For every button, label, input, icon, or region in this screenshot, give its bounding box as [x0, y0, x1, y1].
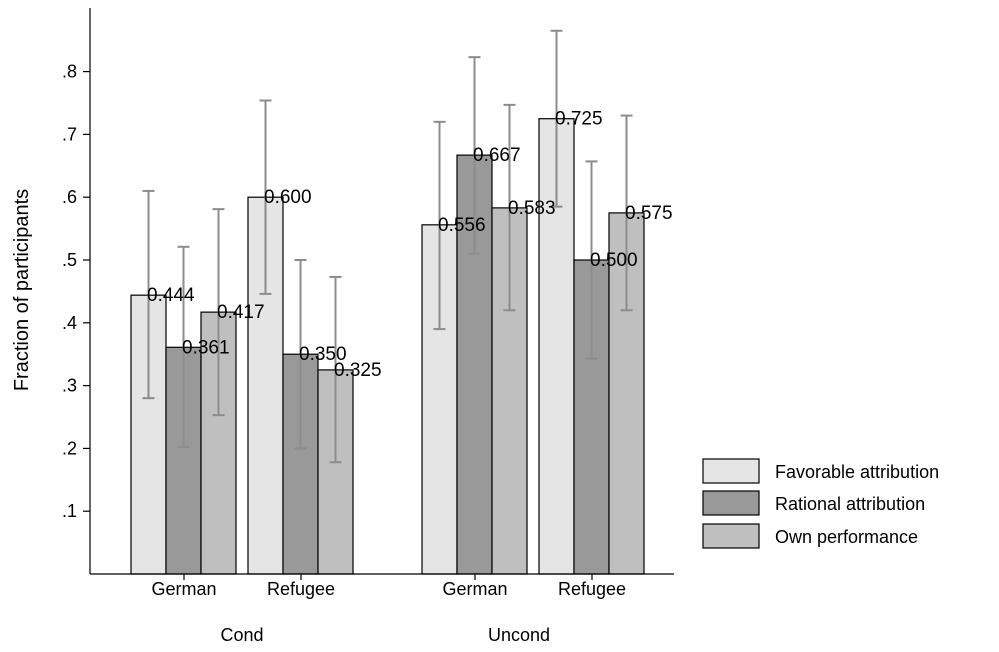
legend-swatch [702, 490, 760, 516]
x-tick-label: Refugee [558, 579, 626, 599]
value-label: 0.725 [555, 109, 603, 130]
value-label: 0.583 [508, 198, 556, 219]
x-tick-label: Refugee [267, 579, 335, 599]
value-label: 0.600 [264, 187, 312, 208]
x-tick-labels: German Refugee Cond German Refugee Uncond [151, 574, 626, 645]
y-axis-title: Fraction of participants [11, 189, 33, 391]
legend-label: Own performance [775, 527, 918, 547]
legend-label: Rational attribution [775, 494, 925, 514]
value-label: 0.325 [334, 360, 382, 381]
value-label: 0.556 [438, 215, 486, 236]
y-tick-label: .8 [62, 62, 77, 82]
y-tick-label: .2 [62, 438, 77, 458]
y-tick-label: .6 [62, 187, 77, 207]
y-tick-label: .7 [62, 124, 77, 144]
value-label: 0.350 [299, 344, 347, 365]
x-tick-label: German [151, 579, 216, 599]
x-tick-label: German [442, 579, 507, 599]
error-bars-layer [142, 29, 633, 464]
legend-swatch [702, 458, 760, 484]
value-label: 0.500 [590, 250, 638, 271]
value-label: 0.575 [625, 203, 673, 224]
y-tick-label: .1 [62, 501, 77, 521]
value-label: 0.417 [217, 302, 265, 323]
y-tick-label: .5 [62, 250, 77, 270]
legend-label: Favorable attribution [775, 462, 939, 482]
value-label: 0.361 [182, 337, 230, 358]
value-label: 0.444 [147, 285, 195, 306]
value-label: 0.667 [473, 145, 521, 166]
y-tick-label: .4 [62, 313, 77, 333]
group-label: Cond [220, 625, 263, 645]
y-tick-label: .3 [62, 376, 77, 396]
legend: Favorable attribution Rational attributio… [702, 458, 939, 549]
y-ticks: .1 .2 .3 .4 .5 .6 .7 .8 [62, 62, 90, 521]
legend-swatch [702, 523, 760, 549]
axes [89, 8, 674, 575]
group-label: Uncond [488, 625, 550, 645]
